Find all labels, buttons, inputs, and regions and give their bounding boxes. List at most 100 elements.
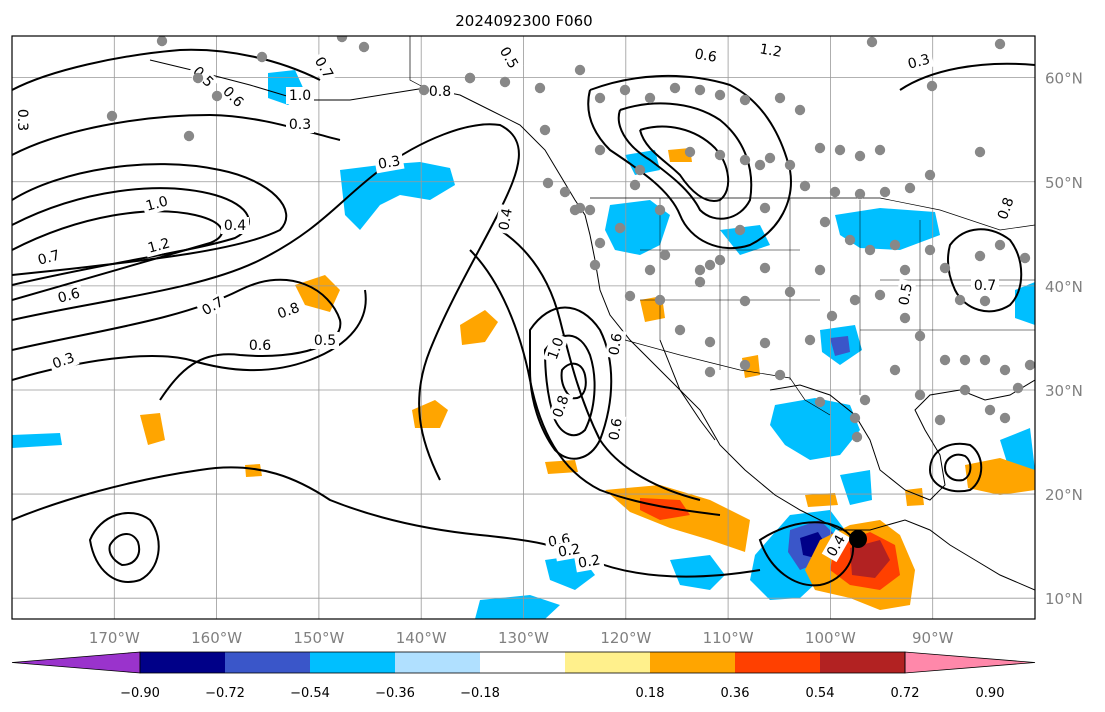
positive-patch [805, 493, 838, 507]
station-dot [899, 264, 911, 276]
map-frame [11, 35, 1036, 620]
longitude-tick-label: 110°W [703, 629, 754, 647]
station-dot [464, 72, 476, 84]
contour-line [617, 102, 753, 220]
contour-label-background [903, 49, 935, 74]
contour-label: 1.2 [758, 41, 783, 61]
contour-label: 0.3 [14, 109, 30, 131]
contour-label: 0.6 [606, 332, 626, 357]
station-dot [654, 204, 666, 216]
station-dot [694, 264, 706, 276]
station-dot [759, 262, 771, 274]
positive-patch-stronger [850, 540, 890, 578]
station-dot [192, 72, 204, 84]
colorbar-tick-label: −0.90 [120, 686, 160, 701]
contour-label: 0.8 [995, 195, 1018, 221]
station-dot [594, 144, 606, 156]
station-dot [594, 92, 606, 104]
station-dot [754, 159, 766, 171]
station-dot [926, 80, 938, 92]
positive-patch [545, 460, 578, 474]
contour-label: 0.5 [314, 333, 336, 349]
station-dot [714, 149, 726, 161]
colorbar-segment [820, 652, 905, 673]
station-dot [1012, 382, 1024, 394]
colorbar-extend-min [11, 651, 141, 674]
colorbar-tick-label: 0.36 [721, 686, 750, 701]
station-dot [654, 294, 666, 306]
station-dot [934, 414, 946, 426]
contour-label: 0.4 [224, 218, 246, 234]
contour-label: 0.8 [429, 84, 451, 100]
station-dot [669, 82, 681, 94]
station-dot [866, 36, 878, 48]
station-dot [864, 244, 876, 256]
contour-line [12, 48, 321, 91]
station-dot [759, 202, 771, 214]
contour-line [12, 466, 761, 578]
colorbar-segment [480, 652, 565, 673]
contour-label-background [494, 203, 517, 235]
contour-label-background [971, 277, 999, 294]
contour-line [560, 362, 587, 400]
station-dot [939, 262, 951, 274]
latitude-tick-labels: 60°N 50°N 40°N 30°N 20°N 10°N [1045, 70, 1083, 609]
contour-line [108, 533, 141, 567]
positive-patch [905, 488, 924, 506]
contour-label-background [992, 192, 1019, 225]
contour-line [543, 334, 596, 437]
station-dot [211, 90, 223, 102]
contour-line [928, 442, 983, 493]
longitude-tick-label: 150°W [293, 629, 344, 647]
contour-label: 0.3 [906, 52, 932, 73]
us-canada-border [590, 197, 1035, 231]
station-dot [974, 146, 986, 158]
station-dot [589, 259, 601, 271]
contour-label-background [426, 83, 454, 100]
positive-patch [245, 464, 262, 477]
contour-label-background [755, 39, 787, 62]
contour-label-background [141, 191, 173, 216]
station-dot [739, 359, 751, 371]
contour-line [12, 289, 367, 381]
contour-label: 0.8 [275, 300, 301, 323]
station-dot [644, 92, 656, 104]
station-dot [1019, 252, 1031, 264]
positive-patch [460, 310, 498, 345]
colorbar-tick-label: 0.72 [891, 686, 920, 701]
station-dot [256, 51, 268, 63]
contour-line [12, 163, 288, 276]
longitude-tick-label: 140°W [396, 629, 447, 647]
station-dot [624, 290, 636, 302]
station-dot [659, 249, 671, 261]
station-dot [358, 41, 370, 53]
station-dot [859, 394, 871, 406]
contour-line [12, 278, 342, 401]
contour-line [469, 249, 721, 516]
contour-label: 0.3 [377, 153, 402, 173]
station-dot [954, 294, 966, 306]
station-dot [924, 169, 936, 181]
station-dot [734, 224, 746, 236]
negative-patch-deep [830, 336, 850, 356]
figure-title: 2024092300 F060 [455, 12, 592, 30]
station-dot [904, 182, 916, 194]
station-dot [924, 244, 936, 256]
colorbar: −0.90 −0.72 −0.54 −0.36 −0.18 0.18 0.36 0.54 0.7… [11, 651, 1036, 701]
colorbar-segment [395, 652, 480, 673]
latitude-tick-label: 50°N [1045, 174, 1083, 192]
station-dot [854, 188, 866, 200]
station-dot [999, 412, 1011, 424]
contour-label-background [217, 80, 250, 113]
station-dot [774, 369, 786, 381]
contour-label-background [143, 233, 175, 258]
negative-patch [840, 470, 872, 505]
contour-label-background [309, 51, 339, 85]
contour-label-background [272, 297, 305, 324]
contour-line [943, 453, 972, 482]
longitude-tick-labels: 170°W 160°W 150°W 140°W 130°W 120°W 110°W 100°W… [89, 629, 954, 647]
colorbar-segment [650, 652, 735, 673]
negative-patch [475, 595, 560, 619]
contour-label-background [894, 278, 917, 310]
alaska-canada-border [409, 36, 426, 89]
